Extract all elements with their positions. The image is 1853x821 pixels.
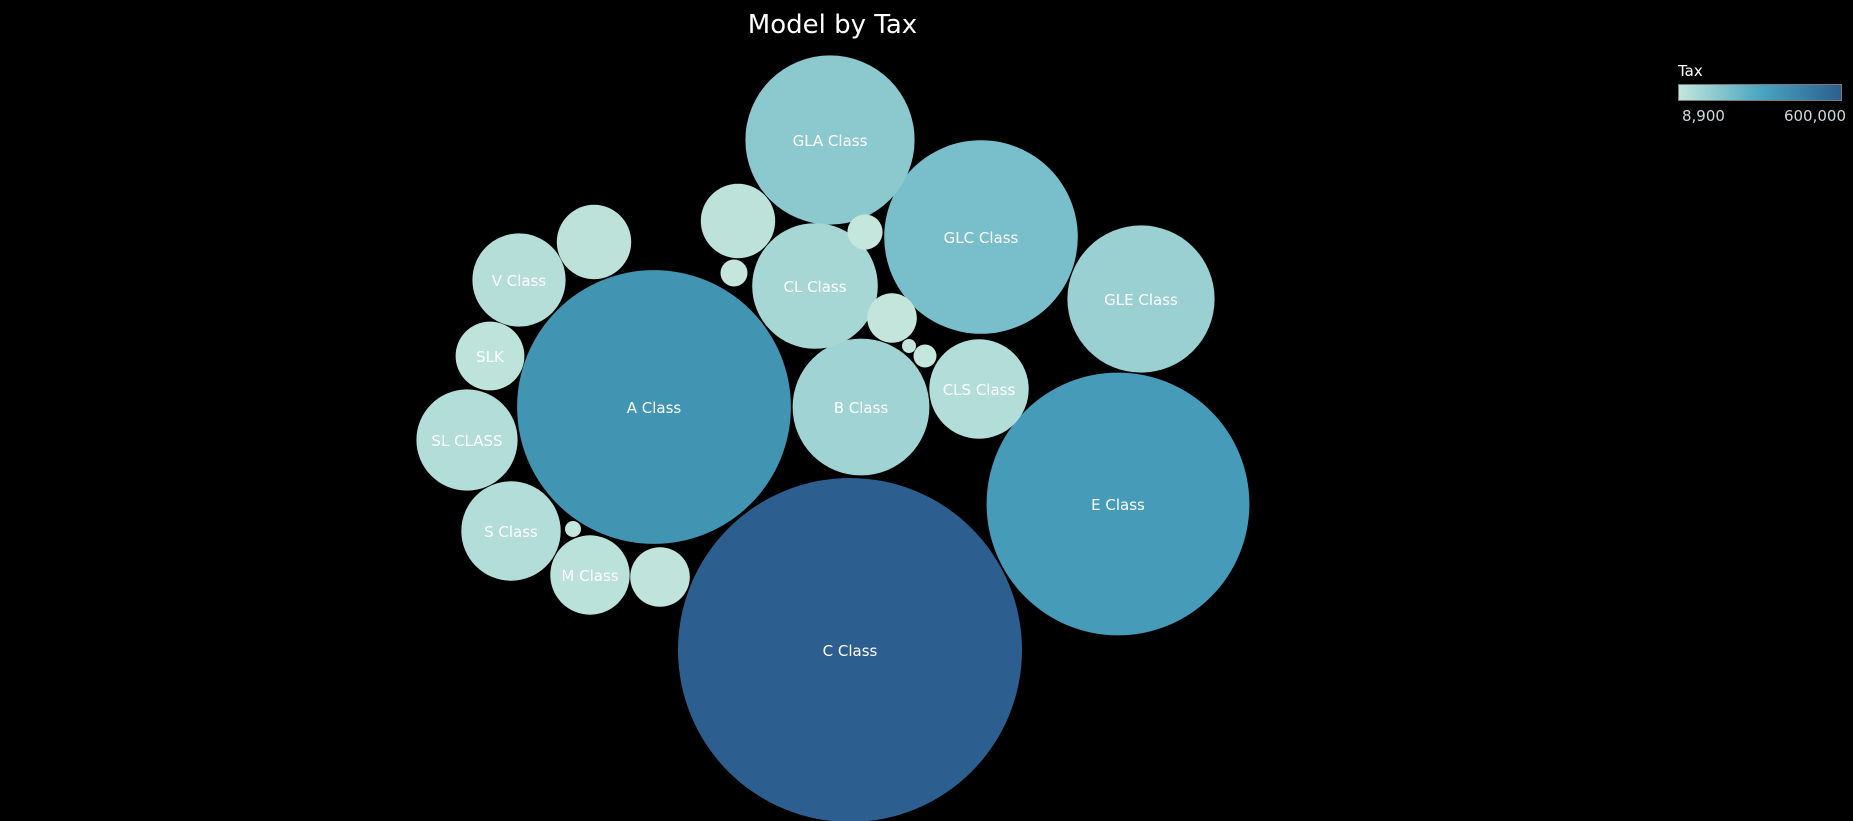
bubble-m-class[interactable]	[550, 535, 630, 615]
bubble-gle-class[interactable]	[1067, 225, 1215, 373]
bubble-label: GLC Class	[944, 229, 1019, 247]
bubble-b-class[interactable]	[792, 338, 930, 476]
bubble-label: SL CLASS	[431, 432, 502, 450]
bubble-gla-class[interactable]	[745, 55, 915, 225]
legend-gradient-bar	[1678, 84, 1842, 101]
bubble-a-class[interactable]	[517, 270, 791, 544]
bubble-label: A Class	[627, 399, 682, 417]
bubble-unlabeled-15[interactable]	[700, 183, 776, 259]
bubble-c-class[interactable]	[678, 478, 1022, 821]
bubble-unlabeled-16[interactable]	[630, 547, 690, 607]
bubble-label: M Class	[561, 567, 618, 585]
bubble-unlabeled-21[interactable]	[565, 521, 581, 537]
bubble-label: GLA Class	[793, 132, 868, 150]
bubble-label: B Class	[834, 399, 889, 417]
bubble-unlabeled-17[interactable]	[867, 293, 917, 343]
bubble-unlabeled-18[interactable]	[847, 214, 883, 250]
bubble-unlabeled-14[interactable]	[556, 204, 632, 280]
bubble-label: E Class	[1091, 496, 1145, 514]
bubble-sl-class[interactable]	[416, 389, 518, 491]
bubble-unlabeled-22[interactable]	[902, 339, 916, 353]
bubble-unlabeled-19[interactable]	[720, 259, 748, 287]
bubble-label: GLE Class	[1104, 291, 1178, 309]
bubble-label: CL Class	[783, 278, 846, 296]
bubble-cl-class[interactable]	[752, 223, 878, 349]
legend-max-label: 600,000	[1783, 107, 1846, 125]
bubble-label: S Class	[484, 523, 538, 541]
color-legend: Tax 8,900 600,000	[1678, 62, 1848, 127]
bubble-v-class[interactable]	[472, 233, 566, 327]
bubble-cls-class[interactable]	[929, 339, 1029, 439]
bubble-label: C Class	[823, 642, 878, 660]
bubble-s-class[interactable]	[461, 481, 561, 581]
bubble-slk[interactable]	[455, 321, 525, 391]
legend-title: Tax	[1678, 62, 1703, 80]
bubble-label: V Class	[492, 272, 547, 290]
bubble-label: SLK	[476, 348, 505, 366]
bubble-unlabeled-20[interactable]	[913, 344, 937, 368]
chart-title: Model by Tax	[747, 10, 918, 40]
legend-min-label: 8,900	[1682, 107, 1725, 125]
bubble-label: CLS Class	[943, 381, 1016, 399]
bubble-glc-class[interactable]	[884, 140, 1078, 334]
bubble-e-class[interactable]	[986, 372, 1250, 636]
